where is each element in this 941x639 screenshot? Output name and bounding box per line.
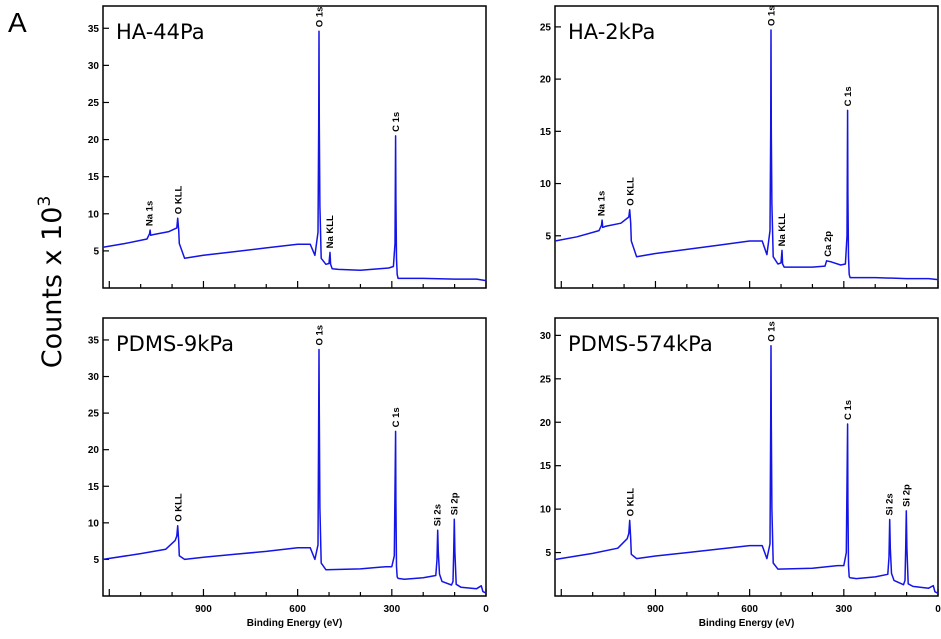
x-tick-label: 0 (483, 604, 489, 615)
peak-label-c-1s: C 1s (391, 112, 402, 132)
y-tick-label: 5 (93, 246, 99, 257)
y-tick-label: 20 (540, 418, 552, 429)
y-tick-label: 15 (540, 127, 552, 138)
x-tick-label: 0 (935, 604, 941, 615)
svg-text:Counts x 103: Counts x 103 (35, 196, 68, 369)
y-tick-label: 30 (540, 331, 552, 342)
y-tick-label: 30 (88, 61, 100, 72)
peak-label-o-1s: O 1s (766, 321, 777, 342)
panel-pdms-9kpa: 5 10 15 20 25 30 35 900 600 300 0 Binding Energy (e… (88, 317, 489, 629)
y-tick-label: 5 (93, 555, 99, 566)
y-tick-label: 5 (545, 231, 551, 242)
peak-label-o-kll: O KLL (174, 186, 185, 215)
panel-ha-2kpa: 5 10 15 20 25 HA-2kPa Na 1s O KLL O 1s Na KLL Ca 2… (540, 5, 939, 289)
x-tick-label: 600 (741, 604, 758, 615)
y-tick-label: 25 (88, 409, 100, 420)
peak-label-na-kll: Na KLL (325, 215, 336, 248)
panel-letter: A (8, 7, 27, 38)
y-tick-label: 15 (88, 172, 100, 183)
y-tick-label: 15 (88, 482, 100, 493)
peak-label-na-kll: Na KLL (777, 213, 788, 246)
panel-title: HA-44Pa (116, 20, 205, 44)
peak-label-si-2p: Si 2p (449, 492, 460, 515)
x-axis-label: Binding Energy (eV) (699, 618, 795, 629)
peak-label-o-1s: O 1s (314, 325, 325, 346)
spectrum-line (102, 348, 487, 594)
spectrum-line (554, 29, 939, 281)
peak-label-c-1s: C 1s (391, 407, 402, 427)
peak-label-si-2s: Si 2s (885, 493, 896, 515)
peak-label-o-kll: O KLL (626, 488, 637, 517)
panel-title: PDMS-574kPa (568, 332, 713, 356)
y-tick-label: 5 (545, 548, 551, 559)
panel-title: HA-2kPa (568, 20, 655, 44)
x-tick-label: 900 (195, 604, 212, 615)
y-tick-label: 10 (88, 209, 100, 220)
x-tick-label: 600 (289, 604, 306, 615)
y-tick-label: 25 (540, 374, 552, 385)
y-tick-label: 10 (540, 179, 552, 190)
peak-label-o-1s: O 1s (314, 7, 325, 28)
x-axis-label: Binding Energy (eV) (247, 618, 343, 629)
panel-ha-44pa: 5 10 15 20 25 30 35 HA-44Pa Na 1s O KLL O 1s Na KLL… (88, 5, 487, 289)
y-tick-label: 20 (540, 75, 552, 86)
peak-label-ca-2p: Ca 2p (823, 231, 834, 257)
y-axis-label-exponent: 3 (35, 196, 55, 207)
plot-frame (102, 5, 487, 289)
plot-frame (554, 317, 939, 597)
spectrum-line (554, 345, 939, 595)
plot-frame (554, 5, 939, 289)
y-tick-label: 30 (88, 372, 100, 383)
y-tick-label: 25 (88, 98, 100, 109)
peak-label-na-1s: Na 1s (145, 201, 156, 226)
y-tick-label: 25 (540, 22, 552, 33)
peak-label-o-1s: O 1s (766, 5, 777, 26)
plot-frame (102, 317, 487, 597)
y-axis-main-label: Counts x 103 (35, 196, 68, 369)
peak-label-c-1s: C 1s (843, 400, 854, 420)
y-tick-label: 35 (88, 24, 100, 35)
panel-title: PDMS-9kPa (116, 332, 234, 356)
peak-label-c-1s: C 1s (843, 86, 854, 106)
peak-label-si-2s: Si 2s (433, 504, 444, 526)
spectrum-line (102, 30, 487, 282)
x-tick-label: 900 (647, 604, 664, 615)
y-tick-label: 10 (88, 518, 100, 529)
peak-label-o-kll: O KLL (174, 493, 185, 522)
spectra-panels: 5 10 15 20 25 30 35 HA-44Pa Na 1s O KLL O 1s Na KLL… (88, 5, 941, 629)
y-tick-label: 10 (540, 505, 552, 516)
peak-label-o-kll: O KLL (626, 177, 637, 206)
peak-label-si-2p: Si 2p (901, 484, 912, 507)
x-tick-label: 300 (835, 604, 852, 615)
y-tick-label: 20 (88, 445, 100, 456)
y-axis-label-text: Counts x 10 (37, 207, 68, 369)
y-tick-label: 20 (88, 135, 100, 146)
y-tick-label: 35 (88, 335, 100, 346)
panel-pdms-574kpa: 5 10 15 20 25 30 900 600 300 0 Binding Energy (eV)… (540, 317, 941, 629)
peak-label-na-1s: Na 1s (597, 191, 608, 216)
x-tick-label: 300 (383, 604, 400, 615)
y-tick-label: 15 (540, 461, 552, 472)
